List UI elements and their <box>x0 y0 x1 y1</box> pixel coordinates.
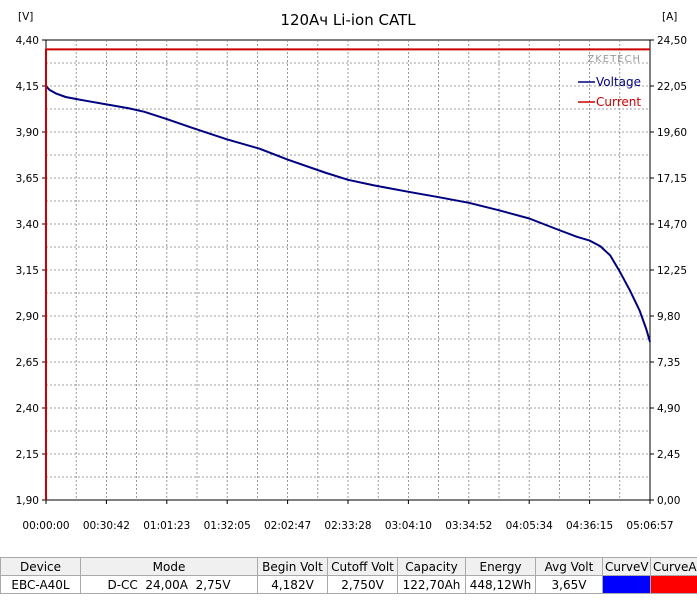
header-device: Device <box>0 557 81 576</box>
voltage-line <box>45 85 651 343</box>
y-right-tick-label: 22,05 <box>657 81 687 93</box>
y-right-tick-label: 7,35 <box>657 357 680 369</box>
current-line <box>45 48 650 500</box>
header-curve-a: CurveA <box>650 557 697 576</box>
y-right-tick-label: 19,60 <box>657 127 687 139</box>
y-left-tick-label: 4,15 <box>16 81 39 93</box>
x-tick-label: 01:01:23 <box>143 520 190 532</box>
y-left-tick-label: 2,65 <box>16 357 39 369</box>
x-tick-label: 00:00:00 <box>22 520 69 532</box>
y-left-tick-label: 2,40 <box>16 403 39 415</box>
cell-capacity: 122,70Ah <box>397 575 466 594</box>
legend-label-voltage: Voltage <box>596 75 641 89</box>
table-row: EBC-A40L D-CC 24,00A 2,75V 4,182V 2,750V… <box>0 575 697 594</box>
y-left-tick-label: 3,65 <box>16 173 39 185</box>
header-curve-v: CurveV <box>602 557 651 576</box>
x-tick-label: 00:30:42 <box>83 520 130 532</box>
x-tick-label: 03:34:52 <box>445 520 492 532</box>
legend-label-current: Current <box>596 95 641 109</box>
y-left-tick-label: 3,90 <box>16 127 39 139</box>
x-tick-label: 01:32:05 <box>204 520 251 532</box>
watermark: ZKETECH <box>587 54 641 65</box>
curve-v-color-swatch[interactable] <box>602 575 651 594</box>
cell-device: EBC-A40L <box>0 575 81 594</box>
header-cutoff-volt: Cutoff Volt <box>327 557 398 576</box>
x-tick-label: 05:06:57 <box>626 520 673 532</box>
y-right-tick-label: 0,00 <box>657 495 680 507</box>
axis-ticks: 4,40 4,15 3,90 3,65 3,40 3,15 2,90 2,65 2,40 2,15… <box>16 35 687 532</box>
x-tick-label: 02:33:28 <box>324 520 371 532</box>
test-summary-table: Device Mode Begin Volt Cutoff Volt Capac… <box>0 557 697 594</box>
grid <box>46 40 650 500</box>
chart-title: 120Ач Li-ion CATL <box>280 11 416 29</box>
cell-mode: D-CC 24,00A 2,75V <box>80 575 258 594</box>
table-header-row: Device Mode Begin Volt Cutoff Volt Capac… <box>0 557 697 576</box>
x-tick-label: 02:02:47 <box>264 520 311 532</box>
cell-energy: 448,12Wh <box>465 575 536 594</box>
y-right-tick-label: 14,70 <box>657 219 687 231</box>
cell-begin-volt: 4,182V <box>257 575 328 594</box>
x-tick-label: 04:36:15 <box>566 520 613 532</box>
y-right-tick-label: 9,80 <box>657 311 680 323</box>
x-tick-label: 04:05:34 <box>506 520 553 532</box>
y-left-tick-label: 2,90 <box>16 311 39 323</box>
y-right-tick-label: 4,90 <box>657 403 680 415</box>
curve-a-color-swatch[interactable] <box>650 575 697 594</box>
y-left-tick-label: 3,15 <box>16 265 39 277</box>
series <box>45 48 651 500</box>
y-right-tick-label: 2,45 <box>657 449 680 461</box>
cell-avg-volt: 3,65V <box>535 575 603 594</box>
y-right-tick-label: 24,50 <box>657 35 687 47</box>
header-begin-volt: Begin Volt <box>257 557 328 576</box>
header-avg-volt: Avg Volt <box>535 557 603 576</box>
x-tick-label: 03:04:10 <box>385 520 432 532</box>
y-left-tick-label: 3,40 <box>16 219 39 231</box>
discharge-chart: 4,40 4,15 3,90 3,65 3,40 3,15 2,90 2,65 2,40 2,15… <box>16 11 687 532</box>
y-left-tick-label: 4,40 <box>16 35 39 47</box>
y-right-unit: [A] <box>662 11 677 23</box>
legend: Voltage Current <box>578 75 641 109</box>
cell-cutoff-volt: 2,750V <box>327 575 398 594</box>
y-left-tick-label: 2,15 <box>16 449 39 461</box>
y-right-tick-label: 12,25 <box>657 265 687 277</box>
y-left-unit: [V] <box>18 11 33 23</box>
header-mode: Mode <box>80 557 258 576</box>
y-right-tick-label: 17,15 <box>657 173 687 185</box>
y-left-tick-label: 1,90 <box>16 495 39 507</box>
header-energy: Energy <box>465 557 536 576</box>
header-capacity: Capacity <box>397 557 466 576</box>
